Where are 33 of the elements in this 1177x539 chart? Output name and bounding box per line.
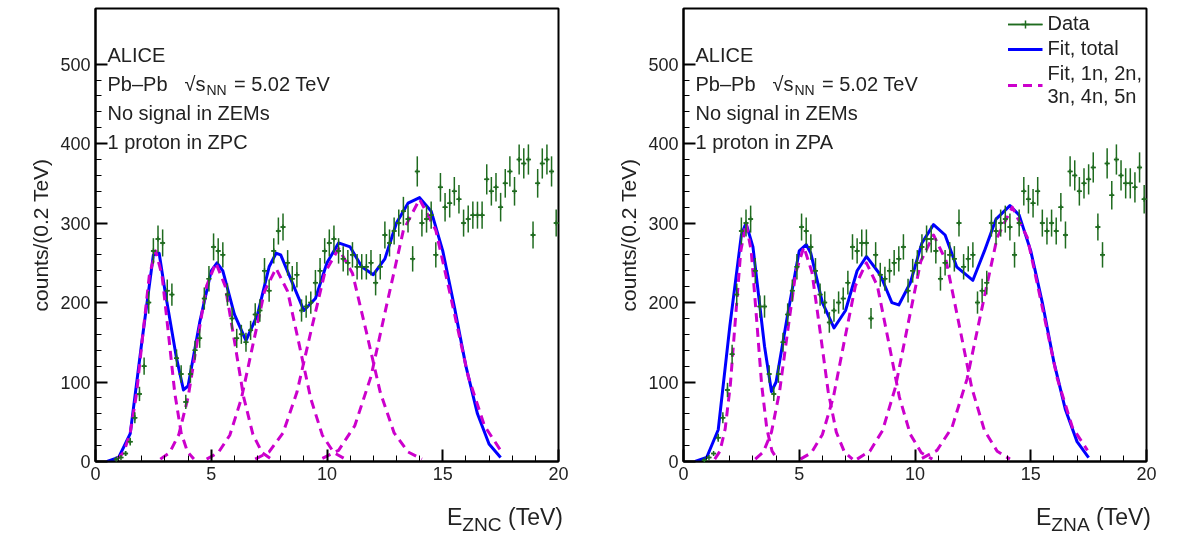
annotation: 1 proton in ZPC — [107, 130, 248, 153]
y-tick-label: 400 — [648, 134, 679, 155]
x-axis-title: E$_{ZNC}$ (TeV) — [446, 503, 563, 537]
y-tick-label: 300 — [60, 213, 91, 234]
x-tick-label: 20 — [548, 463, 569, 484]
annotation: Pb–Pb — [107, 72, 168, 95]
x-tick-label: 15 — [1020, 463, 1041, 484]
y-tick-label: 500 — [60, 54, 91, 75]
x-tick-label: 10 — [904, 463, 926, 484]
y-tick-label: 400 — [60, 134, 91, 155]
x-tick-label: 5 — [794, 463, 805, 484]
legend-label: Fit, 1n, 2n, 3n, 4n, 5n — [1047, 62, 1142, 108]
y-tick-label: 500 — [648, 54, 679, 75]
annotation: No signal in ZEMs — [695, 101, 858, 124]
annotation: Pb–Pb — [695, 72, 756, 95]
annotation: 1 proton in ZPA — [695, 130, 834, 153]
y-tick-label: 200 — [648, 293, 679, 314]
x-tick-label: 20 — [1136, 463, 1157, 484]
x-tick-label: 15 — [432, 463, 453, 484]
y-axis-title: counts/(0.2 TeV) — [29, 158, 53, 312]
annotation: ALICE — [107, 43, 166, 66]
y-tick-label: 200 — [60, 293, 91, 314]
y-axis-title: counts/(0.2 TeV) — [617, 158, 641, 312]
y-tick-label: 300 — [648, 213, 679, 234]
x-axis-title: E$_{ZNA}$ (TeV) — [1036, 503, 1151, 537]
annotation: ALICE — [695, 43, 754, 66]
x-tick-label: 10 — [316, 463, 338, 484]
y-tick-label: 100 — [648, 372, 679, 393]
y-tick-label: 100 — [60, 372, 91, 393]
legend-label: Data — [1047, 12, 1090, 35]
annotation: No signal in ZEMs — [107, 101, 270, 124]
legend-label: Fit, total — [1047, 37, 1119, 60]
x-tick-label: 5 — [206, 463, 217, 484]
